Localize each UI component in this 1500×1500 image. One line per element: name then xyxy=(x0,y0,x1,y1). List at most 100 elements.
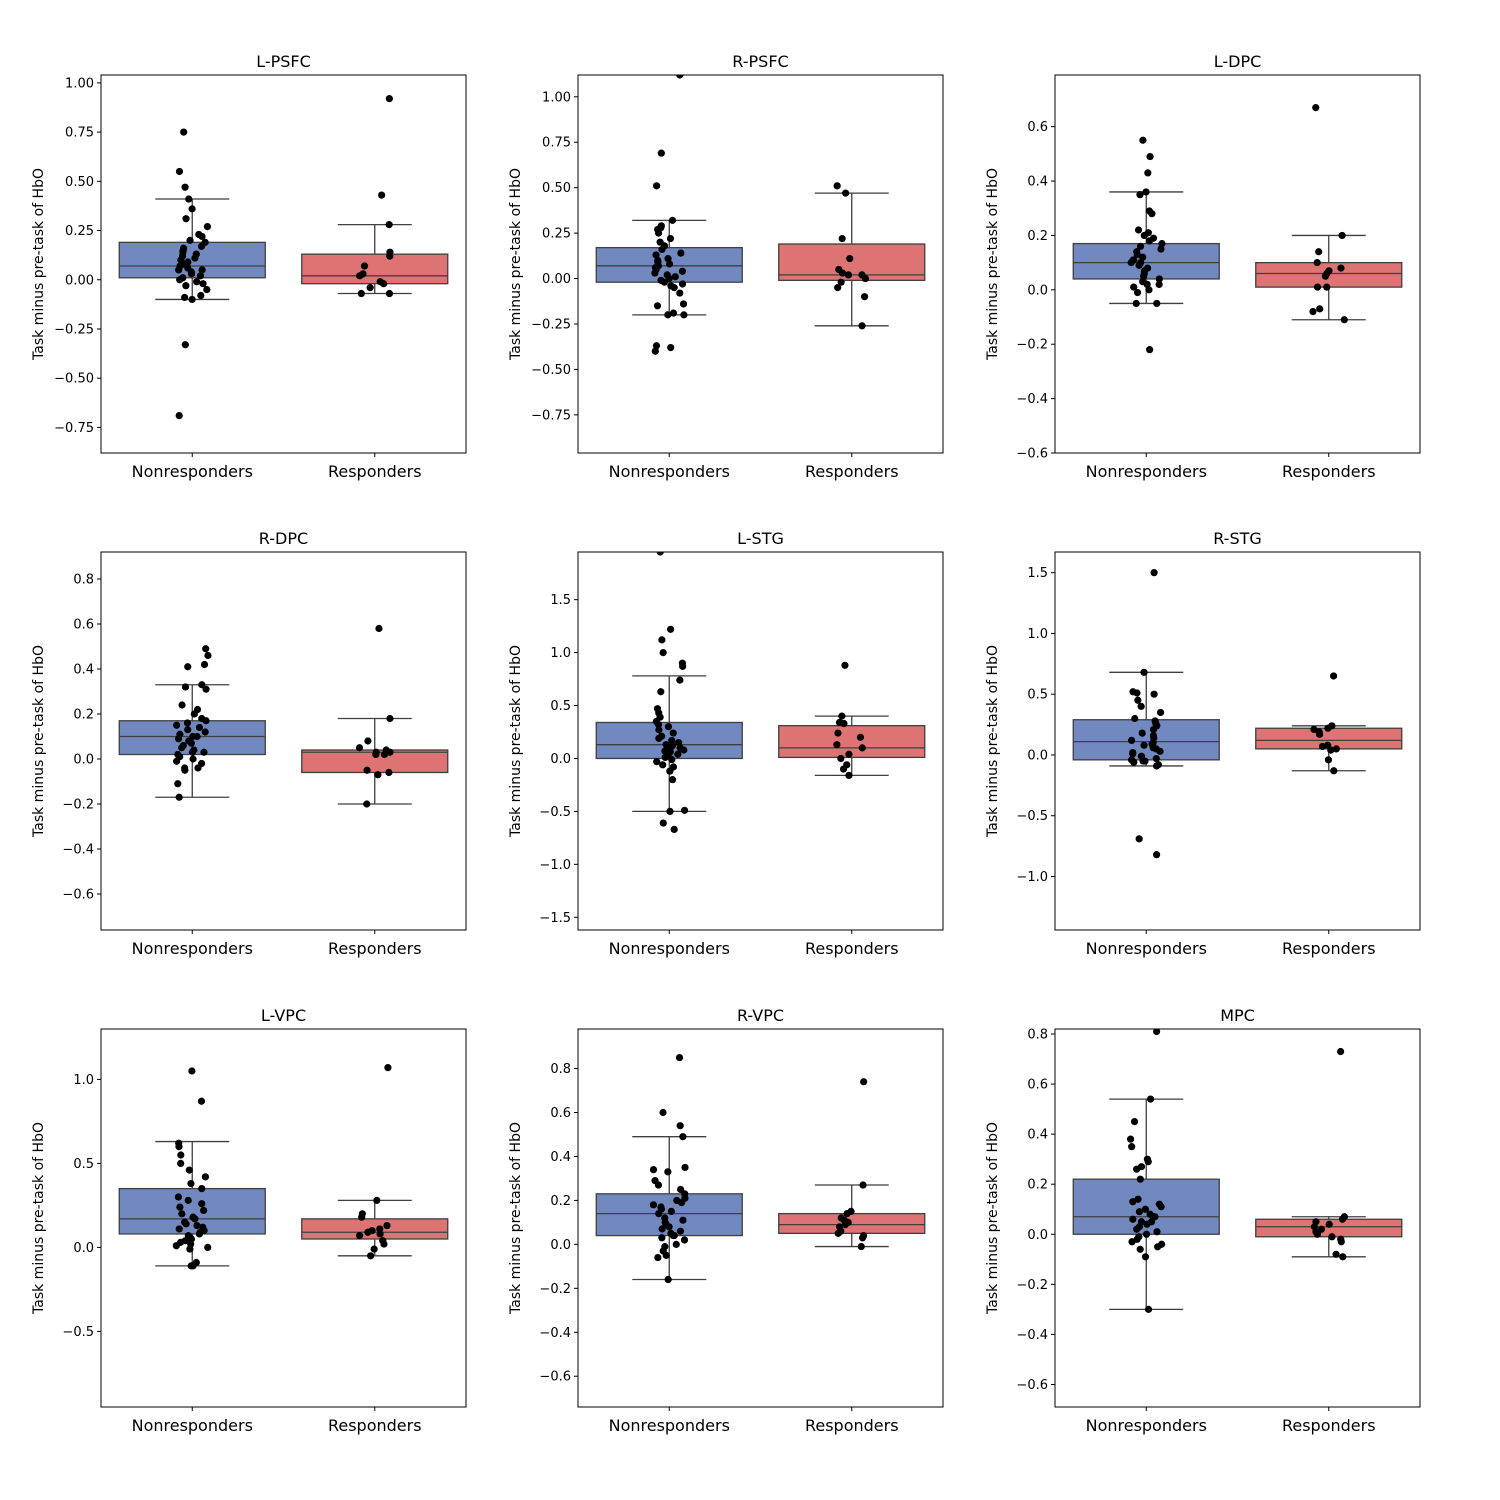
points-nonresponders xyxy=(173,645,212,801)
data-point xyxy=(175,793,183,801)
data-point xyxy=(380,1240,388,1248)
y-tick-label: −0.6 xyxy=(1016,1378,1048,1393)
data-point xyxy=(1332,745,1340,753)
data-point xyxy=(833,182,841,190)
data-point xyxy=(681,1163,689,1172)
plot-area xyxy=(118,624,449,808)
box-responders xyxy=(778,192,926,327)
data-point xyxy=(1150,569,1158,577)
data-point xyxy=(197,1097,206,1105)
axes-frame xyxy=(100,74,467,454)
y-tick-label: 0.25 xyxy=(542,227,571,242)
axes-frame xyxy=(1054,74,1421,454)
data-point xyxy=(182,282,190,290)
data-point xyxy=(1157,1203,1165,1211)
data-point xyxy=(649,1166,658,1174)
data-point xyxy=(181,766,189,774)
data-point xyxy=(187,270,196,278)
data-point xyxy=(669,1231,677,1240)
data-point xyxy=(1130,283,1138,291)
data-point xyxy=(1130,1118,1139,1126)
data-point xyxy=(1144,1305,1153,1313)
data-point xyxy=(383,1221,391,1230)
points-nonresponders xyxy=(1127,569,1165,859)
data-point xyxy=(187,1179,195,1188)
data-point xyxy=(1153,1029,1161,1036)
data-point xyxy=(858,1234,867,1242)
data-point xyxy=(649,1201,658,1209)
x-tick-label-responders: Responders xyxy=(328,462,422,481)
data-point xyxy=(200,660,209,669)
subplot-title: R-PSFC xyxy=(732,52,788,71)
y-tick-label: 0.4 xyxy=(550,1150,571,1165)
plot-area xyxy=(1072,104,1403,354)
data-point xyxy=(858,744,866,752)
subplot-title: L-STG xyxy=(737,529,784,548)
data-point xyxy=(1324,724,1332,732)
data-point xyxy=(1321,272,1329,280)
data-point xyxy=(653,302,662,310)
data-point xyxy=(667,1207,675,1216)
points-responders xyxy=(356,1064,392,1260)
data-point xyxy=(356,272,364,280)
x-tick-label-nonresponders: Nonresponders xyxy=(609,462,730,481)
x-tick-label-responders: Responders xyxy=(1282,939,1376,958)
data-point xyxy=(1309,307,1317,316)
y-tick-label: −0.2 xyxy=(62,798,94,813)
data-point xyxy=(385,289,394,298)
data-point xyxy=(675,1053,684,1062)
y-axis-label: Task minus pre-task of HbO xyxy=(985,168,1001,361)
y-tick-label: 0.5 xyxy=(550,699,571,714)
y-tick-label: 0.6 xyxy=(550,1106,571,1121)
data-point xyxy=(373,1196,381,1204)
data-point xyxy=(1139,253,1147,261)
data-point xyxy=(676,75,684,79)
data-point xyxy=(1316,305,1324,313)
subplot-l-psfc: L-PSFC Task minus pre-task of HbO −0.75 −0.… xyxy=(31,52,467,481)
points-nonresponders xyxy=(1127,136,1166,354)
data-point xyxy=(188,1067,196,1075)
data-point xyxy=(1140,668,1148,676)
y-tick-label: 0.6 xyxy=(73,618,94,633)
data-point xyxy=(201,1173,210,1181)
data-point xyxy=(1134,696,1142,704)
subplot-mpc: MPC Task minus pre-task of HbO −0.6 −0.4 −0.… xyxy=(985,1006,1421,1435)
data-point xyxy=(676,1122,684,1130)
box-responders xyxy=(301,223,449,295)
data-point xyxy=(1312,104,1320,112)
subplot-title: R-STG xyxy=(1213,529,1262,548)
x-tick-label-responders: Responders xyxy=(1282,1416,1376,1435)
axes-frame xyxy=(577,1028,944,1408)
data-point xyxy=(838,234,846,243)
data-point xyxy=(845,750,853,758)
data-point xyxy=(1328,1233,1336,1241)
data-point xyxy=(657,688,665,696)
data-point xyxy=(679,662,687,670)
data-point xyxy=(658,245,666,254)
data-point xyxy=(652,182,661,190)
points-nonresponders xyxy=(175,128,212,420)
data-point xyxy=(1340,316,1348,324)
data-point xyxy=(172,1242,180,1250)
y-tick-label: 0.8 xyxy=(550,1062,571,1077)
data-point xyxy=(200,748,208,756)
data-point xyxy=(860,293,869,301)
data-point xyxy=(193,1221,201,1230)
data-point xyxy=(1323,283,1331,291)
data-point xyxy=(1142,1230,1151,1238)
y-tick-label: 1.5 xyxy=(1027,566,1048,581)
data-point xyxy=(1146,1095,1155,1103)
data-point xyxy=(385,768,393,777)
data-point xyxy=(680,746,688,754)
data-point xyxy=(204,1243,212,1251)
data-point xyxy=(181,183,189,191)
data-point xyxy=(376,1230,384,1238)
data-point xyxy=(188,295,196,304)
data-point xyxy=(845,771,853,780)
data-point xyxy=(670,284,678,292)
y-tick-label: −1.0 xyxy=(1016,870,1048,885)
y-tick-label: 0.2 xyxy=(1027,229,1048,244)
subplot-title: L-DPC xyxy=(1214,52,1262,71)
data-point xyxy=(374,771,382,779)
data-point xyxy=(1133,1165,1141,1173)
